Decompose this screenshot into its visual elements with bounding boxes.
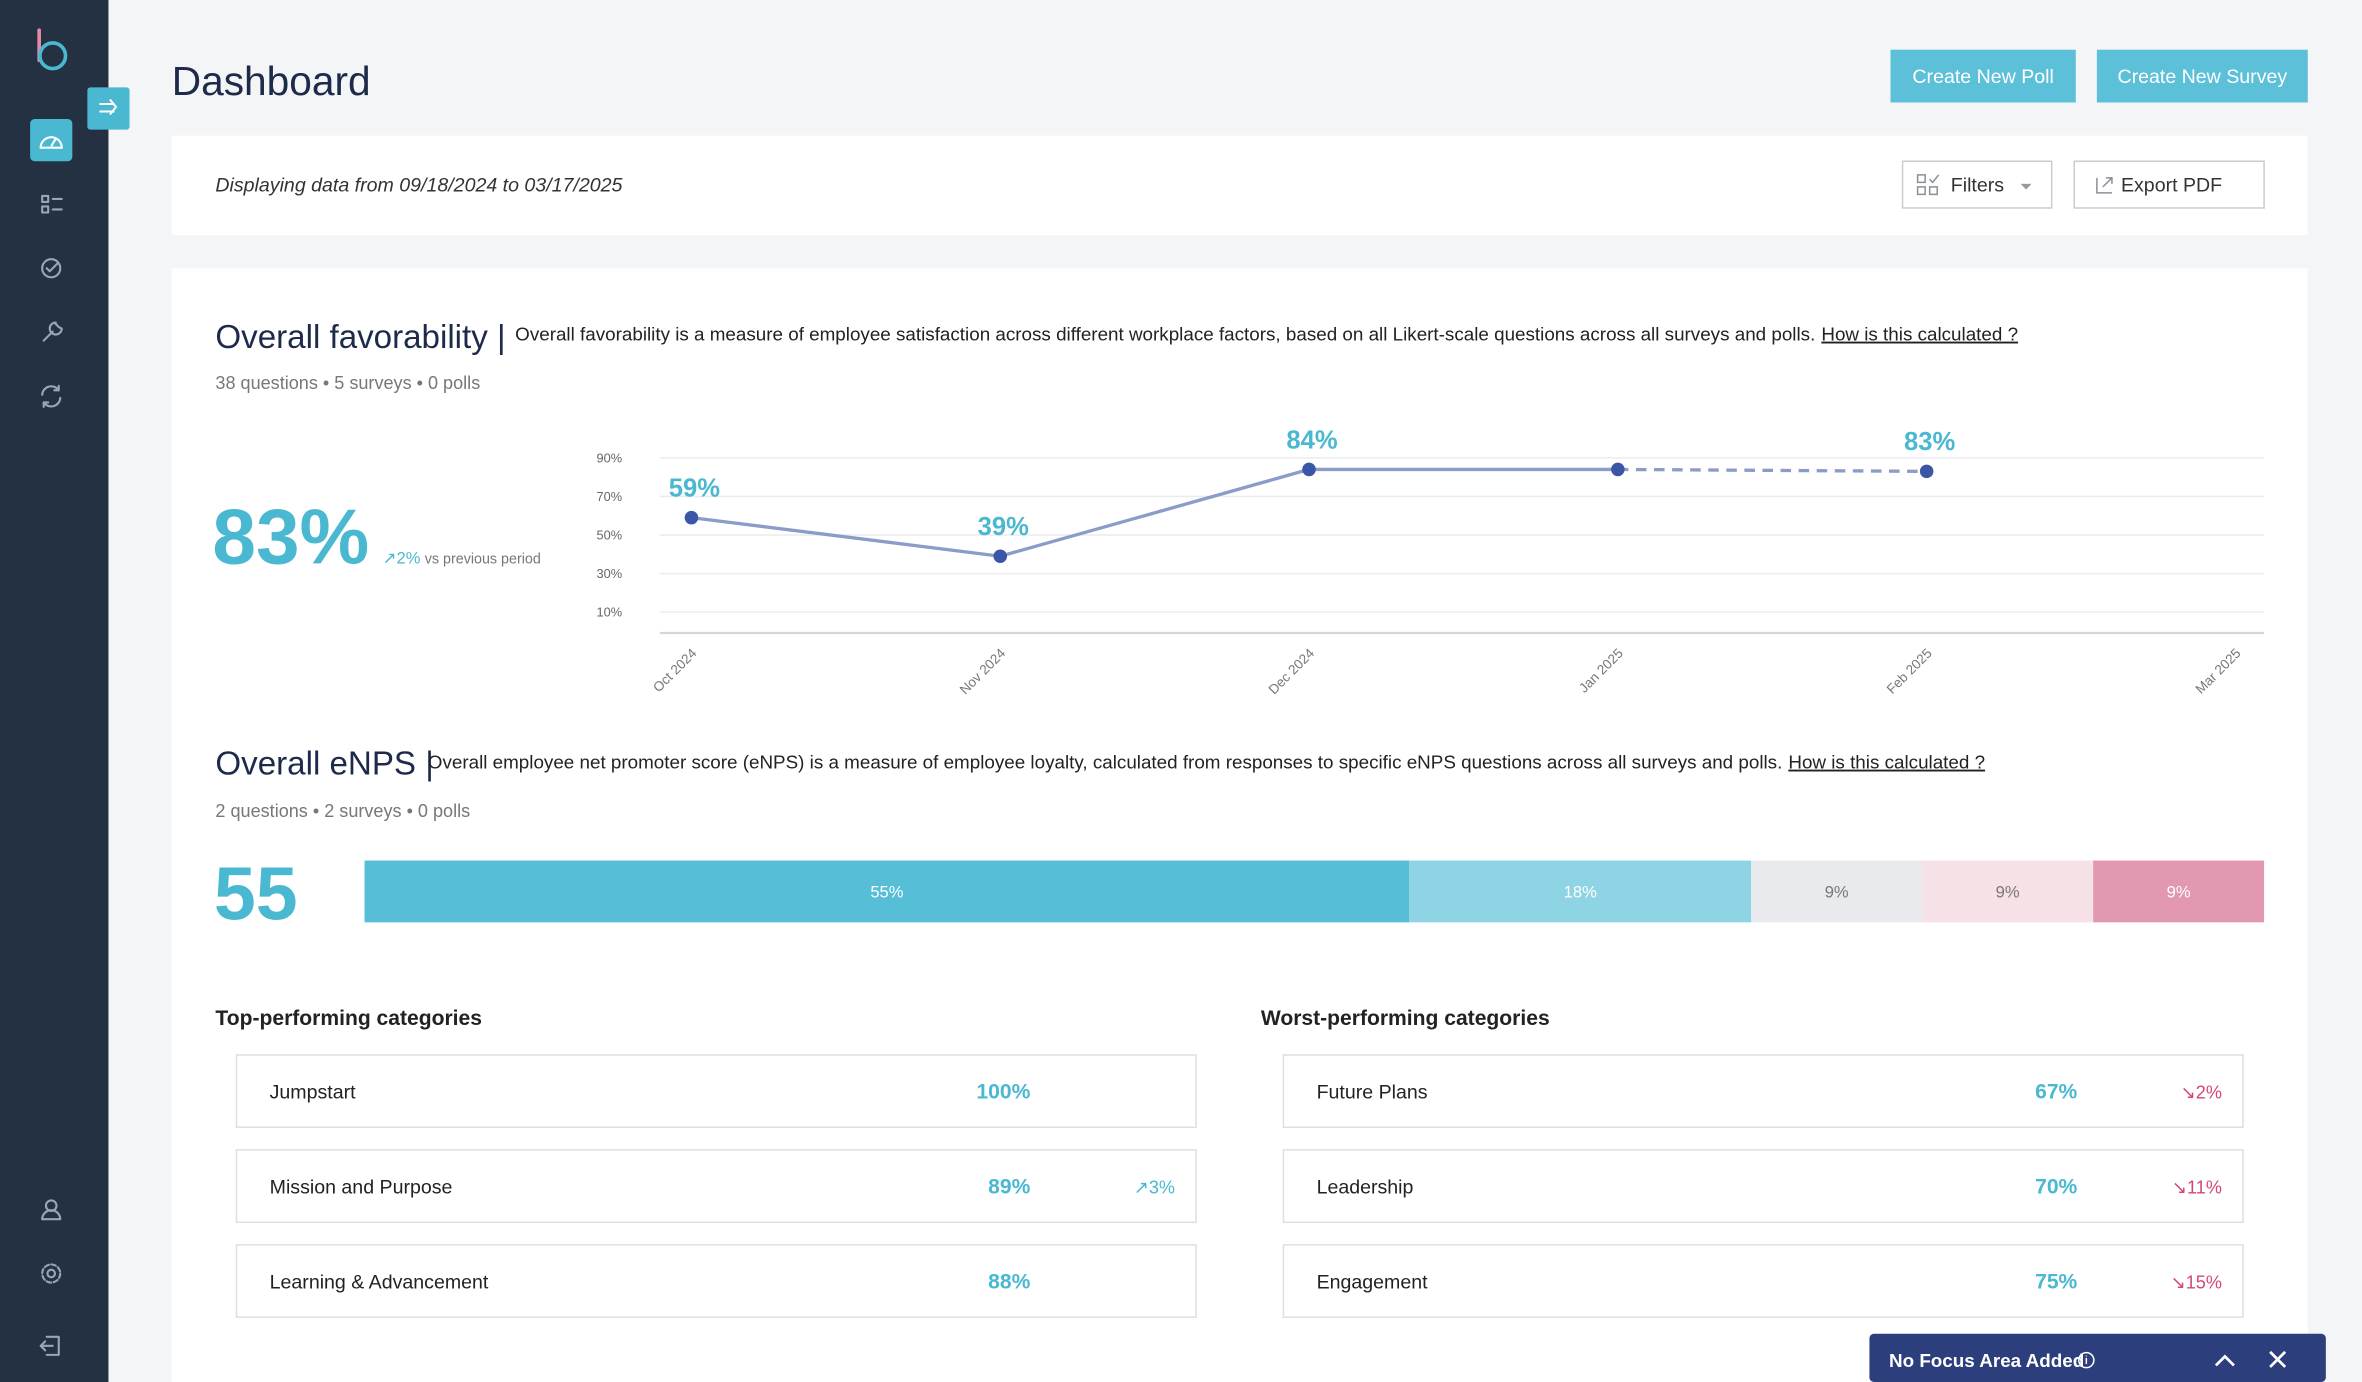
data-label: 84%: [1286, 426, 1337, 454]
row-box: [235, 1054, 1197, 1129]
date-range: Displaying data from 09/18/2024 to 03/17…: [215, 174, 622, 196]
y-tick-label: 70%: [597, 489, 623, 504]
sidebar: [0, 0, 109, 1382]
enps-meta: 2 questions • 2 surveys • 0 polls: [215, 801, 470, 821]
row-box: [235, 1244, 1197, 1318]
enps-description: Overall employee net promoter score (eNP…: [428, 752, 1985, 773]
category-score: 67%: [2035, 1081, 2077, 1104]
favorability-score: 83%: [212, 493, 369, 581]
description: Overall favorability is a measure of emp…: [515, 324, 1815, 345]
create-survey-button[interactable]: Create New Survey: [2096, 49, 2308, 103]
category-name: Future Plans: [1317, 1082, 1428, 1104]
data-point: [1919, 464, 1934, 479]
category-change: ↗3%: [1134, 1178, 1175, 1198]
segment-label: 9%: [2167, 882, 2191, 901]
help-link[interactable]: How is this calculated ?: [1788, 752, 1985, 773]
data-point: [1611, 462, 1625, 477]
data-label: 83%: [1904, 428, 1955, 456]
description: Overall employee net promoter score (eNP…: [428, 752, 1783, 773]
focus-banner[interactable]: No Focus Area Added: [1869, 1333, 2326, 1382]
data-label: 59%: [669, 475, 720, 503]
category-name: Mission and Purpose: [270, 1177, 453, 1199]
enps-segment: [2093, 860, 2265, 923]
banner-label: No Focus Area Added: [1889, 1350, 2084, 1371]
category-name: Engagement: [1317, 1272, 1429, 1294]
category-score: 75%: [2035, 1271, 2077, 1294]
line-series: [691, 467, 1618, 558]
button-label: Export PDF: [2121, 174, 2222, 196]
section-title: Worst-performing categories: [1261, 1007, 1550, 1030]
category-row[interactable]: Future Plans 67% ↘2%: [1282, 1054, 2244, 1129]
favorability-meta: 38 questions • 5 surveys • 0 polls: [215, 373, 480, 393]
export-button[interactable]: Export PDF: [2073, 160, 2265, 209]
data-label: 39%: [978, 513, 1029, 541]
category-change: ↘15%: [2171, 1273, 2222, 1293]
collapse-button[interactable]: [87, 87, 130, 130]
category-row[interactable]: Learning & Advancement 88%: [235, 1244, 1197, 1318]
segment-label: 55%: [870, 882, 903, 901]
data-point: [684, 510, 699, 525]
category-name: Leadership: [1317, 1177, 1414, 1199]
nav-logout[interactable]: [39, 1335, 60, 1356]
category-lists: Jumpstart 100% Mission and Purpose 89% ↗3% Le…: [235, 1054, 2244, 1318]
nav-check[interactable]: [41, 258, 62, 279]
enps-chart: 55% 18% 9% 9% 9%: [364, 860, 2265, 923]
y-tick-label: 10%: [597, 605, 623, 620]
y-tick-label: 90%: [597, 450, 623, 465]
nav-settings[interactable]: [41, 1263, 62, 1284]
category-score: 70%: [2035, 1176, 2077, 1199]
row-box: [235, 1149, 1197, 1224]
data-point: [993, 549, 1008, 564]
category-row[interactable]: Jumpstart 100%: [235, 1054, 1197, 1129]
create-poll-button[interactable]: Create New Poll: [1890, 49, 2076, 103]
button-label: Create New Poll: [1912, 66, 2053, 88]
y-tick-label: 50%: [597, 528, 623, 543]
nav-list[interactable]: [41, 194, 63, 214]
category-score: 100%: [976, 1081, 1030, 1104]
category-row[interactable]: Mission and Purpose 89% ↗3%: [235, 1149, 1197, 1224]
category-change: ↘2%: [2181, 1083, 2222, 1103]
change-note: vs previous period: [425, 552, 541, 568]
category-change: ↘11%: [2172, 1178, 2222, 1198]
nav-tools[interactable]: [42, 321, 63, 342]
button-label: Create New Survey: [2117, 66, 2287, 88]
category-name: Jumpstart: [270, 1082, 356, 1104]
enps-segment: [1409, 860, 1752, 923]
category-score: 88%: [988, 1271, 1030, 1294]
segment-label: 9%: [1996, 882, 2020, 901]
nav-profile[interactable]: [41, 1199, 62, 1221]
segment-label: 18%: [1564, 882, 1597, 901]
button-label: Filters: [1951, 174, 2004, 196]
data-point: [1302, 462, 1316, 477]
section-title: Top-performing categories: [215, 1007, 482, 1030]
category-row[interactable]: Leadership 70% ↘11%: [1282, 1149, 2244, 1224]
category-row[interactable]: Engagement 75% ↘15%: [1282, 1244, 2244, 1318]
row-box: [1282, 1054, 2244, 1129]
favorability-title: Overall favorability |: [215, 319, 505, 356]
enps-title: Overall eNPS |: [215, 746, 433, 783]
enps-segment: [1751, 860, 1923, 923]
row-box: [1282, 1244, 2244, 1318]
y-tick-label: 30%: [597, 566, 623, 581]
favorability-change: ↗2%: [383, 549, 421, 568]
segment-label: 9%: [1825, 882, 1849, 901]
page-title: Dashboard: [172, 58, 371, 104]
enps-segment: [1922, 860, 2094, 923]
logo: [37, 28, 68, 71]
nav-dashboard[interactable]: [30, 119, 73, 162]
favorability-description: Overall favorability is a measure of emp…: [515, 324, 2018, 345]
enps-segment: [364, 860, 1410, 923]
category-score: 89%: [988, 1176, 1030, 1199]
line-projection: [1617, 467, 1927, 474]
help-link[interactable]: How is this calculated ?: [1821, 324, 2018, 345]
enps-score: 55: [214, 851, 298, 935]
filters-button[interactable]: Filters: [1901, 160, 2053, 209]
row-box: [1282, 1149, 2244, 1224]
nav-sync[interactable]: [41, 384, 62, 408]
category-name: Learning & Advancement: [270, 1272, 489, 1294]
